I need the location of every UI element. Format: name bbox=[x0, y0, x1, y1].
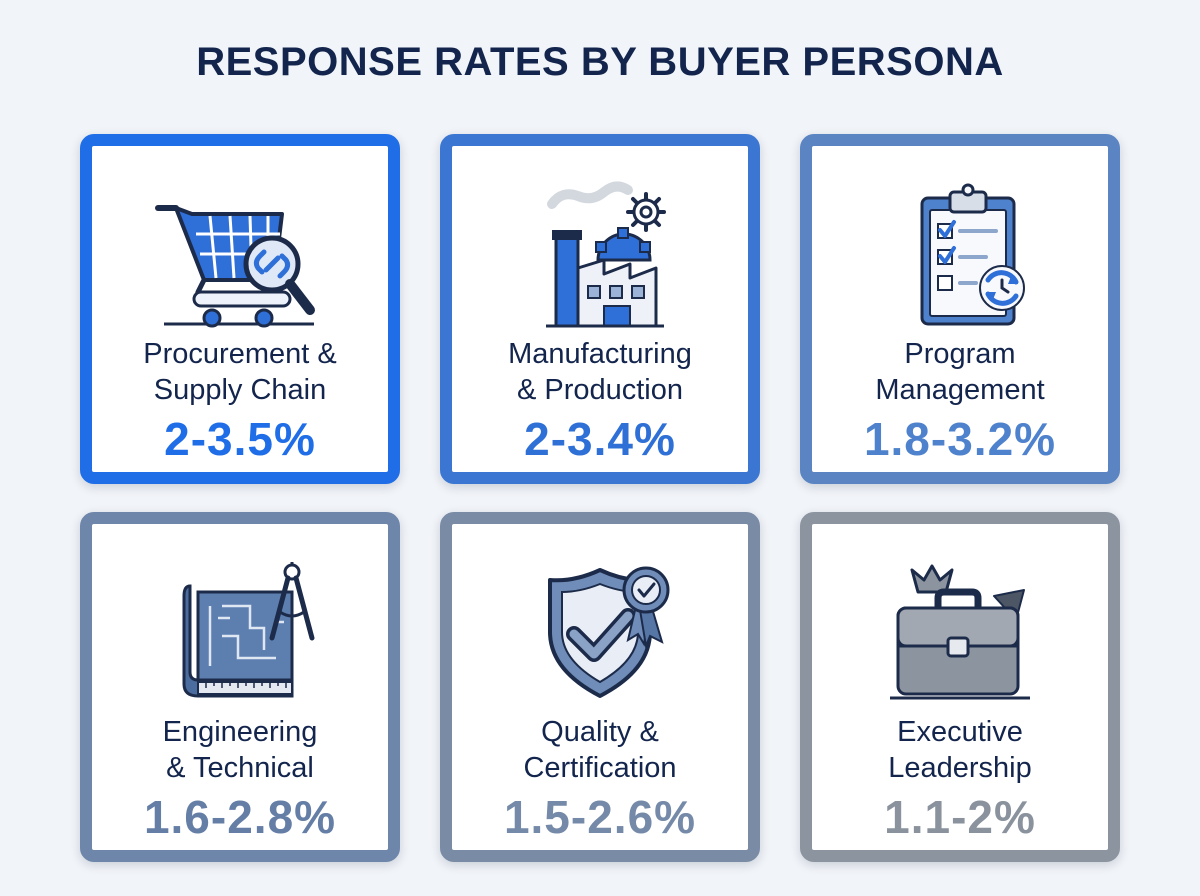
shield-badge-icon bbox=[500, 546, 700, 706]
persona-rate: 1.6-2.8% bbox=[143, 791, 337, 843]
briefcase-crown-icon bbox=[860, 546, 1060, 706]
persona-rate: 1.1-2% bbox=[884, 791, 1036, 843]
persona-card-quality: Quality & Certification 1.5-2.6% bbox=[440, 512, 760, 862]
persona-rate: 2-3.5% bbox=[164, 413, 316, 465]
persona-name: Procurement & Supply Chain bbox=[143, 338, 337, 406]
clipboard-checklist-icon bbox=[860, 168, 1060, 328]
persona-card-engineering: Engineering & Technical 1.6-2.8% bbox=[80, 512, 400, 862]
persona-name: Program Management bbox=[875, 338, 1045, 406]
persona-rate: 2-3.4% bbox=[524, 413, 676, 465]
persona-name: Executive Leadership bbox=[888, 716, 1032, 784]
shopping-cart-icon bbox=[140, 168, 340, 328]
persona-rate: 1.8-3.2% bbox=[863, 413, 1057, 465]
persona-name: Quality & Certification bbox=[523, 716, 677, 784]
page-title: RESPONSE RATES BY BUYER PERSONA bbox=[196, 40, 1004, 84]
persona-name: Manufacturing & Production bbox=[508, 338, 692, 406]
persona-rate: 1.5-2.6% bbox=[503, 791, 697, 843]
persona-card-executive: Executive Leadership 1.1-2% bbox=[800, 512, 1120, 862]
factory-icon bbox=[500, 168, 700, 328]
persona-name: Engineering & Technical bbox=[162, 716, 318, 784]
persona-card-program-management: Program Management 1.8-3.2% bbox=[800, 134, 1120, 484]
persona-card-procurement: Procurement & Supply Chain 2-3.5% bbox=[80, 134, 400, 484]
persona-card-manufacturing: Manufacturing & Production 2-3.4% bbox=[440, 134, 760, 484]
blueprint-compass-icon bbox=[140, 546, 340, 706]
